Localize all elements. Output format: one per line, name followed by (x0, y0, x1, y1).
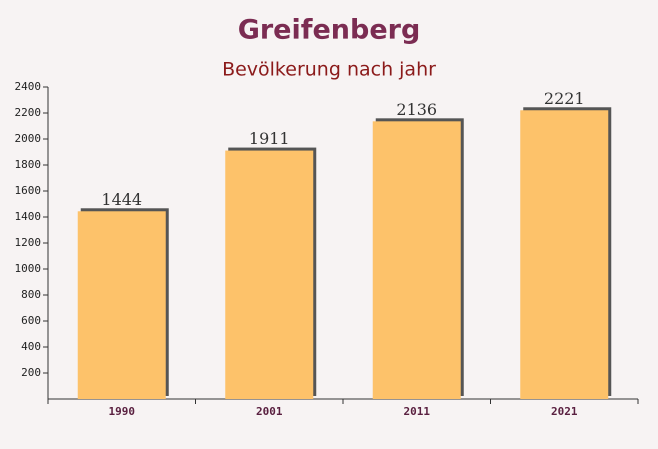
bar (520, 110, 609, 400)
x-tick-label: 1990 (109, 405, 136, 418)
y-tick-label: 1800 (15, 158, 42, 171)
x-tick-label: 2011 (404, 405, 431, 418)
y-tick-label: 800 (21, 288, 41, 301)
y-tick-label: 2000 (15, 132, 42, 145)
y-tick-label: 400 (21, 340, 41, 353)
x-tick-label: 2021 (551, 405, 578, 418)
y-tick-label: 1200 (15, 236, 42, 249)
y-tick-label: 200 (21, 366, 41, 379)
bar (77, 211, 166, 399)
bar (372, 121, 461, 399)
y-tick-label: 1400 (15, 210, 42, 223)
value-label: 2221 (544, 89, 585, 108)
x-tick-label: 2001 (256, 405, 283, 418)
y-tick-label: 1600 (15, 184, 42, 197)
y-tick-label: 2200 (15, 106, 42, 119)
value-label: 1444 (101, 190, 142, 209)
chart-title: Greifenberg (238, 15, 421, 46)
value-label: 1911 (249, 129, 290, 148)
y-tick-label: 1000 (15, 262, 42, 275)
chart-subtitle: Bevölkerung nach jahr (222, 59, 436, 81)
y-tick-label: 600 (21, 314, 41, 327)
y-tick-label: 2400 (15, 80, 42, 93)
bar (225, 150, 314, 399)
value-label: 2136 (396, 100, 437, 119)
